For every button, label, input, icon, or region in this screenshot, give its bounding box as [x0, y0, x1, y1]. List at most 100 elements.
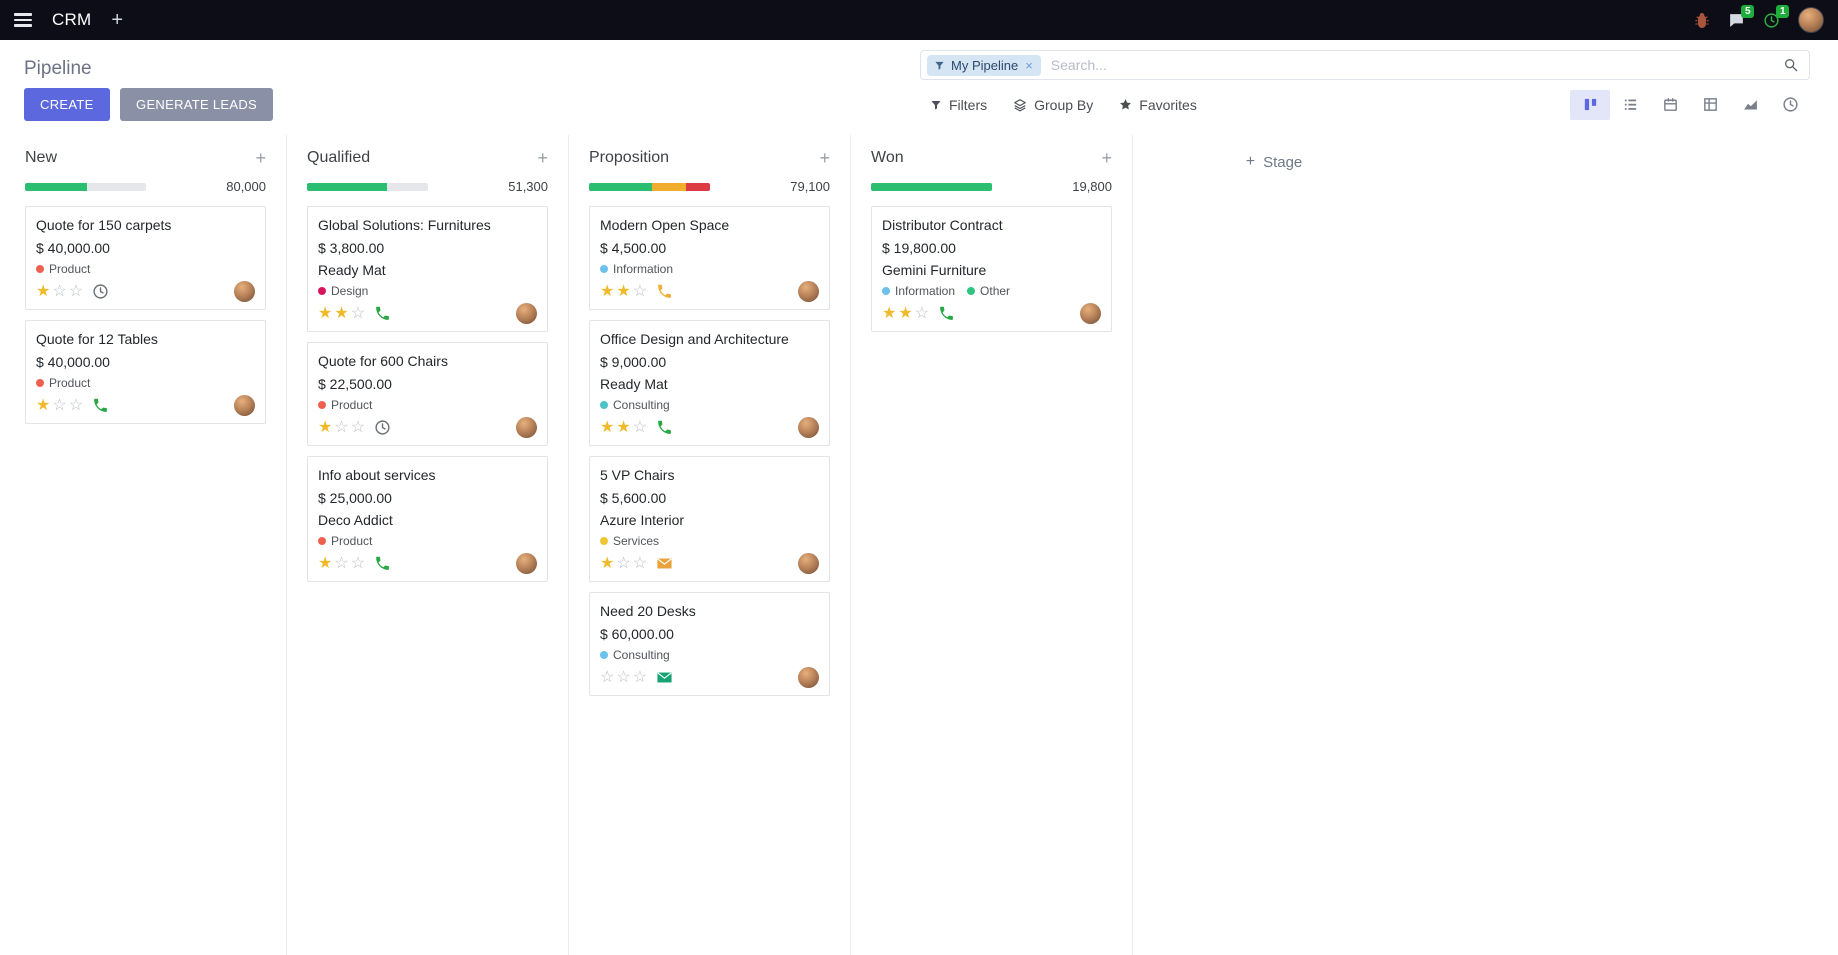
apps-menu-icon[interactable]	[10, 9, 36, 31]
priority-star-icon[interactable]: ☆	[68, 396, 84, 414]
priority-star-icon[interactable]: ☆	[52, 396, 67, 414]
kanban-card[interactable]: Modern Open Space $ 4,500.00 Information…	[589, 206, 830, 310]
card-title[interactable]: Quote for 12 Tables	[36, 331, 158, 347]
quick-create-icon[interactable]: +	[107, 8, 127, 32]
priority-star-icon[interactable]: ☆	[334, 554, 349, 572]
priority-star-icon[interactable]: ☆	[350, 554, 366, 572]
card-avatar[interactable]	[234, 395, 255, 416]
card-title[interactable]: Distributor Contract	[882, 217, 1003, 233]
column-progressbar[interactable]	[871, 182, 992, 191]
progress-segment-success[interactable]	[307, 182, 387, 191]
activity-phone-icon[interactable]	[374, 305, 391, 322]
priority-star-icon[interactable]: ★	[318, 304, 333, 322]
card-avatar[interactable]	[798, 667, 819, 688]
graph-view-icon[interactable]	[1730, 90, 1770, 120]
card-title[interactable]: Office Design and Architecture	[600, 331, 789, 347]
activity-phone-icon[interactable]	[92, 397, 109, 414]
priority-star-icon[interactable]: ★	[600, 554, 615, 572]
activity-phone-icon[interactable]	[656, 283, 673, 300]
priority-star-icon[interactable]: ☆	[52, 282, 67, 300]
priority-star-icon[interactable]: ☆	[632, 668, 648, 686]
priority-star-icon[interactable]: ★	[36, 282, 51, 300]
card-title[interactable]: Need 20 Desks	[600, 603, 696, 619]
search-input[interactable]	[1040, 57, 1783, 73]
card-avatar[interactable]	[516, 303, 537, 324]
progress-segment-success[interactable]	[871, 182, 992, 191]
priority-star-icon[interactable]: ☆	[350, 418, 366, 436]
pivot-view-icon[interactable]	[1690, 90, 1730, 120]
priority-star-icon[interactable]: ★	[334, 304, 349, 322]
priority-star-icon[interactable]: ★	[616, 418, 631, 436]
progress-segment-warning[interactable]	[651, 182, 686, 191]
card-title[interactable]: 5 VP Chairs	[600, 467, 675, 483]
kanban-card[interactable]: Quote for 600 Chairs $ 22,500.00 Product…	[307, 342, 548, 446]
calendar-view-icon[interactable]	[1650, 90, 1690, 120]
card-title[interactable]: Info about services	[318, 467, 436, 483]
filters-button[interactable]: Filters	[920, 91, 997, 119]
card-avatar[interactable]	[798, 417, 819, 438]
messages-icon[interactable]: 5	[1728, 4, 1754, 29]
priority-star-icon[interactable]: ★	[898, 304, 913, 322]
column-progressbar[interactable]	[307, 182, 428, 191]
card-avatar[interactable]	[1080, 303, 1101, 324]
card-avatar[interactable]	[516, 553, 537, 574]
kanban-card[interactable]: Global Solutions: Furnitures $ 3,800.00 …	[307, 206, 548, 332]
progress-segment-success[interactable]	[589, 182, 652, 191]
column-progressbar[interactable]	[25, 182, 146, 191]
activities-clock-icon[interactable]: 1	[1763, 4, 1789, 29]
search-bar[interactable]: My Pipeline ×	[920, 50, 1810, 80]
facet-remove-icon[interactable]: ×	[1025, 57, 1033, 73]
priority-star-icon[interactable]: ☆	[334, 418, 349, 436]
priority-star-icon[interactable]: ☆	[632, 418, 648, 436]
priority-star-icon[interactable]: ★	[600, 282, 615, 300]
activity-phone-icon[interactable]	[374, 555, 391, 572]
priority-star-icon[interactable]: ★	[36, 396, 51, 414]
progress-segment-danger[interactable]	[685, 182, 710, 191]
activity-envelope-icon[interactable]	[656, 555, 673, 572]
favorites-button[interactable]: Favorites	[1109, 91, 1207, 119]
priority-star-icon[interactable]: ☆	[632, 554, 648, 572]
kanban-card[interactable]: Distributor Contract $ 19,800.00 Gemini …	[871, 206, 1112, 332]
user-avatar[interactable]	[1798, 7, 1824, 33]
priority-star-icon[interactable]: ☆	[68, 282, 84, 300]
priority-star-icon[interactable]: ★	[600, 418, 615, 436]
card-title[interactable]: Quote for 150 carpets	[36, 217, 172, 233]
kanban-card[interactable]: Need 20 Desks $ 60,000.00 Consulting ☆ ☆ ☆	[589, 592, 830, 696]
generate-leads-button[interactable]: GENERATE LEADS	[120, 88, 274, 121]
card-avatar[interactable]	[798, 553, 819, 574]
kanban-view-icon[interactable]	[1570, 89, 1610, 120]
priority-star-icon[interactable]: ☆	[616, 668, 631, 686]
priority-star-icon[interactable]: ☆	[914, 304, 930, 322]
column-progressbar[interactable]	[589, 182, 710, 191]
kanban-card[interactable]: Quote for 150 carpets $ 40,000.00 Produc…	[25, 206, 266, 310]
priority-star-icon[interactable]: ☆	[632, 282, 648, 300]
activity-envelope-icon[interactable]	[656, 669, 673, 686]
column-quick-add-icon[interactable]: +	[1101, 148, 1112, 168]
priority-star-icon[interactable]: ☆	[350, 304, 366, 322]
activity-clock-icon[interactable]	[374, 419, 391, 436]
column-quick-add-icon[interactable]: +	[537, 148, 548, 168]
bug-icon[interactable]	[1694, 12, 1710, 28]
priority-star-icon[interactable]: ★	[882, 304, 897, 322]
column-quick-add-icon[interactable]: +	[819, 148, 830, 168]
kanban-card[interactable]: 5 VP Chairs $ 5,600.00 Azure Interior Se…	[589, 456, 830, 582]
add-stage-button[interactable]: + Stage	[1246, 151, 1303, 173]
kanban-card[interactable]: Quote for 12 Tables $ 40,000.00 Product …	[25, 320, 266, 424]
card-avatar[interactable]	[516, 417, 537, 438]
priority-star-icon[interactable]: ★	[318, 554, 333, 572]
priority-star-icon[interactable]: ★	[616, 282, 631, 300]
activity-clock-icon[interactable]	[92, 283, 109, 300]
card-title[interactable]: Global Solutions: Furnitures	[318, 217, 491, 233]
progress-segment-success[interactable]	[25, 182, 87, 191]
activity-phone-icon[interactable]	[656, 419, 673, 436]
app-name[interactable]: CRM	[52, 10, 92, 29]
column-quick-add-icon[interactable]: +	[255, 148, 266, 168]
activity-view-icon[interactable]	[1770, 90, 1810, 120]
activity-phone-icon[interactable]	[938, 305, 955, 322]
search-icon[interactable]	[1783, 57, 1799, 73]
priority-star-icon[interactable]: ★	[318, 418, 333, 436]
priority-star-icon[interactable]: ☆	[600, 668, 615, 686]
create-button[interactable]: CREATE	[24, 88, 110, 121]
list-view-icon[interactable]	[1610, 90, 1650, 120]
kanban-card[interactable]: Info about services $ 25,000.00 Deco Add…	[307, 456, 548, 582]
